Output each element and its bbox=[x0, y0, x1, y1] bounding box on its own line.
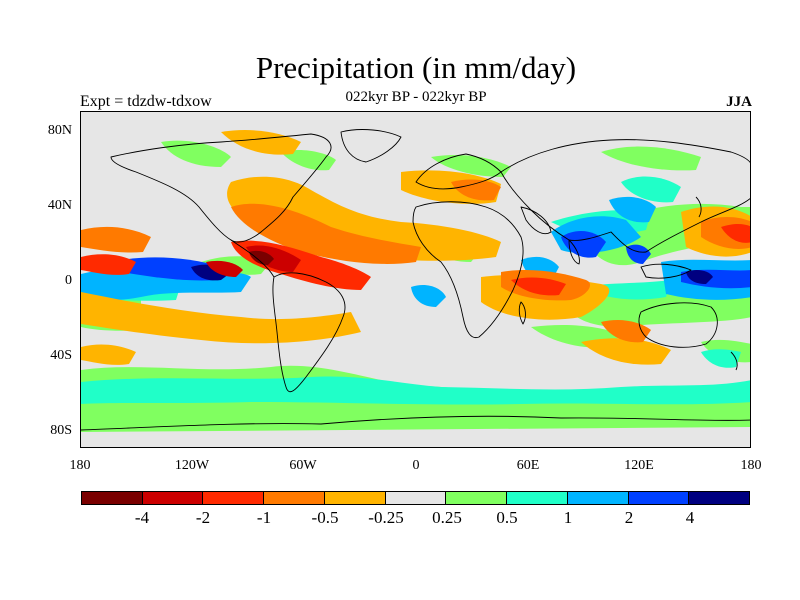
legend-swatch bbox=[689, 492, 750, 504]
legend-swatch bbox=[142, 492, 204, 504]
legend-label: 1 bbox=[563, 508, 573, 527]
x-axis-label-0: 0 bbox=[412, 458, 420, 473]
positive-anomaly-blue-regions bbox=[121, 230, 750, 289]
legend-swatch bbox=[385, 492, 447, 504]
legend-swatch bbox=[628, 492, 690, 504]
legend-label: 4 bbox=[685, 508, 695, 527]
legend-label: -0.5 bbox=[311, 508, 339, 527]
x-axis-label-120w: 120W bbox=[174, 458, 210, 473]
legend-label: -2 bbox=[195, 508, 211, 527]
y-axis-label-40n: 40N bbox=[47, 198, 72, 213]
legend-swatch bbox=[264, 492, 325, 504]
legend-swatch bbox=[567, 492, 629, 504]
y-axis-label-80s: 80S bbox=[50, 423, 72, 438]
y-axis-label-80n: 80N bbox=[47, 123, 72, 138]
legend-label: -4 bbox=[134, 508, 150, 527]
experiment-label: Expt = tdzdw-tdxow bbox=[80, 93, 212, 110]
legend-swatch bbox=[324, 492, 386, 504]
legend-label: 0.5 bbox=[496, 508, 518, 527]
season-label: JJA bbox=[726, 94, 752, 110]
x-axis-label-60e: 60E bbox=[516, 458, 540, 473]
legend-label: -1 bbox=[256, 508, 272, 527]
chart-title: Precipitation (in mm/day) bbox=[255, 50, 577, 85]
map-panel bbox=[80, 111, 751, 448]
legend-label: 0.25 bbox=[432, 508, 462, 527]
chart-subtitle: 022kyr BP - 022kyr BP bbox=[345, 89, 487, 105]
legend-swatch bbox=[446, 492, 508, 504]
x-axis-label-180e: 180 bbox=[740, 458, 762, 473]
color-legend-bar bbox=[81, 491, 750, 505]
x-axis-label-60w: 60W bbox=[289, 458, 317, 473]
y-axis-label-0: 0 bbox=[65, 273, 72, 288]
y-axis-label-40s: 40S bbox=[50, 348, 72, 363]
legend-swatch bbox=[82, 492, 143, 504]
legend-swatch bbox=[507, 492, 568, 504]
legend-label: 2 bbox=[624, 508, 634, 527]
legend-label: -0.25 bbox=[368, 508, 404, 527]
precipitation-map bbox=[81, 112, 750, 447]
x-axis-label-120e: 120E bbox=[624, 458, 654, 473]
x-axis-label-180w: 180 bbox=[69, 458, 91, 473]
coastlines bbox=[81, 129, 750, 431]
legend-swatch bbox=[203, 492, 265, 504]
positive-anomaly-lightblue-regions bbox=[81, 196, 750, 307]
positive-anomaly-darkblue-regions bbox=[191, 264, 713, 284]
negative-anomaly-darkred-regions bbox=[249, 250, 274, 265]
